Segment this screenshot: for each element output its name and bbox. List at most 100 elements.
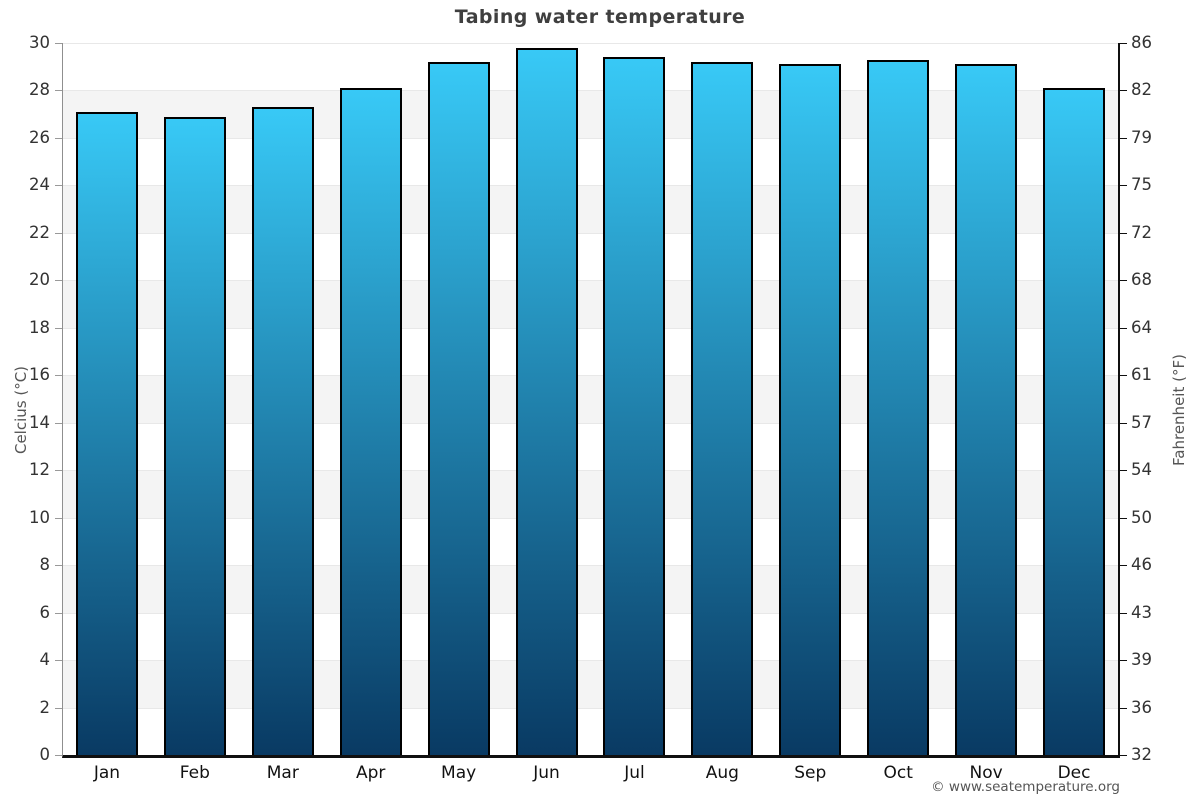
y-tick-label-fahrenheit: 57 <box>1131 412 1152 432</box>
y-tick-label-celsius: 0 <box>39 745 51 764</box>
y-tick-mark-left <box>55 90 62 92</box>
y-tick-mark-left <box>55 470 62 472</box>
y-tick-mark-left <box>55 707 62 709</box>
x-tick-label-mar: Mar <box>266 763 299 783</box>
x-tick-label-apr: Apr <box>355 763 386 783</box>
y-tick-label-fahrenheit: 86 <box>1131 33 1152 52</box>
y-tick-label-fahrenheit: 75 <box>1131 175 1152 195</box>
bar-mar[interactable] <box>251 107 314 755</box>
bar-apr[interactable] <box>339 88 402 755</box>
x-tick-label-dec: Dec <box>1057 763 1091 783</box>
y-tick-label-fahrenheit: 46 <box>1131 555 1152 575</box>
y-tick-label-celsius: 26 <box>29 127 50 147</box>
y-tick-mark-right <box>1120 232 1127 234</box>
x-tick-label-feb: Feb <box>179 763 210 783</box>
bar-oct[interactable] <box>867 59 930 755</box>
y-tick-mark-left <box>55 137 62 139</box>
grid-band <box>63 660 1118 708</box>
y-tick-label-celsius: 2 <box>39 697 51 717</box>
y-tick-mark-right <box>1120 612 1127 614</box>
y-tick-label-celsius: 12 <box>29 460 50 480</box>
y-tick-label-celsius: 22 <box>29 222 50 242</box>
y-tick-mark-right <box>1120 43 1127 44</box>
bar-jun[interactable] <box>515 47 578 755</box>
bar-sep[interactable] <box>779 64 842 755</box>
grid-line <box>63 280 1118 282</box>
copyright-credit[interactable]: © www.seatemperature.org <box>931 779 1120 795</box>
grid-line <box>63 517 1118 519</box>
y-tick-label-celsius: 20 <box>29 270 50 290</box>
y-tick-label-fahrenheit: 36 <box>1131 697 1152 717</box>
bar-feb[interactable] <box>163 116 226 755</box>
plot-area <box>62 43 1120 758</box>
y-tick-label-fahrenheit: 39 <box>1131 650 1152 670</box>
y-tick-mark-left <box>55 660 62 662</box>
grid-band <box>63 185 1118 233</box>
grid-line <box>63 707 1118 709</box>
grid-line <box>63 470 1118 472</box>
bar-may[interactable] <box>427 62 490 755</box>
y-tick-mark-right <box>1120 660 1127 662</box>
x-tick-label-sep: Sep <box>794 763 827 783</box>
y-tick-label-fahrenheit: 82 <box>1131 80 1152 100</box>
y-tick-label-fahrenheit: 64 <box>1131 317 1152 337</box>
x-tick-label-jul: Jul <box>624 763 645 783</box>
y-tick-mark-left <box>55 327 62 329</box>
y-tick-mark-right <box>1120 707 1127 709</box>
y-tick-mark-left <box>55 185 62 187</box>
grid-line <box>63 565 1118 567</box>
y-tick-mark-right <box>1120 517 1127 519</box>
y-tick-label-celsius: 14 <box>29 412 50 432</box>
x-tick-label-jan: Jan <box>93 763 121 783</box>
bar-jul[interactable] <box>603 57 666 755</box>
y-tick-label-fahrenheit: 79 <box>1131 127 1152 147</box>
y-tick-mark-right <box>1120 375 1127 377</box>
y-tick-label-fahrenheit: 50 <box>1131 507 1152 527</box>
y-tick-label-celsius: 16 <box>29 365 50 385</box>
grid-line <box>63 612 1118 614</box>
y-tick-mark-right <box>1120 470 1127 472</box>
grid-band <box>63 280 1118 328</box>
grid-band <box>63 565 1118 613</box>
bar-aug[interactable] <box>691 62 754 755</box>
y-tick-label-celsius: 4 <box>39 650 51 670</box>
bar-jan[interactable] <box>75 111 138 755</box>
y-tick-mark-right <box>1120 422 1127 424</box>
x-tick-label-oct: Oct <box>883 763 913 783</box>
y-tick-label-fahrenheit: 43 <box>1131 602 1152 622</box>
x-tick-label-jun: Jun <box>533 763 560 783</box>
x-tick-label-aug: Aug <box>705 763 739 783</box>
grid-line <box>63 660 1118 662</box>
y-tick-label-celsius: 24 <box>29 175 50 195</box>
bar-nov[interactable] <box>955 64 1018 755</box>
y-tick-mark-right <box>1120 280 1127 282</box>
y-tick-mark-left <box>55 43 62 44</box>
grid-line <box>63 90 1118 92</box>
bar-dec[interactable] <box>1043 88 1106 755</box>
y-tick-label-fahrenheit: 61 <box>1131 365 1152 385</box>
grid-band <box>63 470 1118 518</box>
grid-line <box>63 43 1118 44</box>
y-tick-mark-left <box>55 517 62 519</box>
x-tick-label-may: May <box>441 763 477 783</box>
y-tick-mark-right <box>1120 90 1127 92</box>
x-tick-label-nov: Nov <box>969 763 1003 783</box>
y-tick-label-celsius: 10 <box>29 507 50 527</box>
y-tick-label-fahrenheit: 54 <box>1131 460 1152 480</box>
grid-band <box>63 90 1118 138</box>
y-tick-mark-right <box>1120 565 1127 567</box>
y-tick-mark-right <box>1120 755 1127 756</box>
y-tick-label-celsius: 6 <box>39 602 51 622</box>
chart-title: Tabing water temperature <box>454 6 746 28</box>
y-tick-mark-left <box>55 422 62 424</box>
y-tick-label-fahrenheit: 32 <box>1131 745 1152 764</box>
y-tick-label-celsius: 8 <box>39 555 51 575</box>
grid-band <box>63 375 1118 423</box>
y-tick-mark-right <box>1120 185 1127 187</box>
grid-line <box>63 375 1118 377</box>
y-tick-mark-left <box>55 280 62 282</box>
grid-line <box>63 232 1118 234</box>
y-tick-mark-left <box>55 612 62 614</box>
grid-line <box>63 185 1118 187</box>
